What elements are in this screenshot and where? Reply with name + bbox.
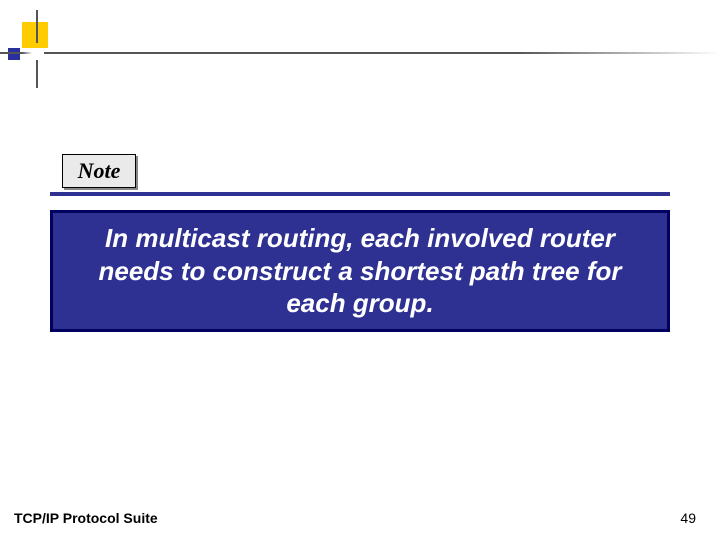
note-underline-rule [50, 192, 670, 196]
main-callout-box: In multicast routing, each involved rout… [50, 210, 670, 332]
accent-square-icon [22, 22, 48, 48]
small-accent-square-icon [8, 48, 20, 60]
footer-source-text: TCP/IP Protocol Suite [14, 510, 158, 526]
main-callout-text: In multicast routing, each involved rout… [73, 222, 647, 320]
vertical-rule-bottom [36, 60, 38, 88]
note-label-box: Note [62, 154, 136, 188]
horizontal-rule-right [44, 52, 720, 54]
note-label-text: Note [78, 158, 121, 184]
vertical-rule-top [36, 10, 38, 43]
horizontal-rule-left [0, 52, 32, 54]
footer-page-number: 49 [680, 510, 696, 526]
header-graphic [0, 10, 720, 80]
